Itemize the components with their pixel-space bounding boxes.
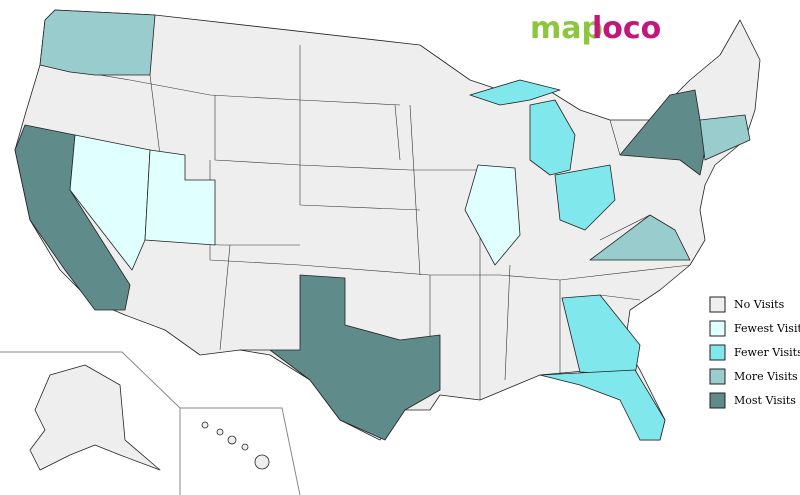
hawaii	[201, 421, 270, 470]
state-illinois	[464, 164, 521, 266]
legend-swatch	[709, 344, 726, 361]
state-washington	[39, 9, 156, 76]
state-ohio	[554, 164, 616, 231]
state-georgia	[561, 294, 641, 376]
legend-label: No Visits	[734, 298, 785, 311]
state-florida	[539, 369, 666, 441]
legend-swatch	[709, 296, 726, 313]
legend-label: More Visits	[734, 370, 798, 383]
logo-second: loco	[592, 11, 661, 46]
state-texas	[239, 274, 441, 441]
insets	[0, 351, 301, 495]
state-michigan-upper	[469, 79, 561, 106]
state-new-england	[699, 114, 751, 161]
us-states	[14, 9, 761, 441]
legend-swatch	[709, 320, 726, 337]
legend-swatch	[709, 368, 726, 385]
state-utah	[144, 149, 216, 246]
legend-label: Most Visits	[734, 394, 796, 407]
legend: No Visits Fewest Visits Fewer Visits More V…	[709, 296, 800, 409]
state-michigan-lower	[529, 99, 576, 176]
alaska	[29, 364, 161, 471]
state-nevada	[69, 134, 151, 271]
legend-swatch	[709, 392, 726, 409]
state-borders	[39, 45, 691, 400]
legend-label: Fewer Visits	[734, 346, 800, 359]
state-virginia	[589, 214, 691, 261]
logo-first: map	[530, 11, 603, 46]
legend-label: Fewest Visits	[734, 322, 800, 335]
